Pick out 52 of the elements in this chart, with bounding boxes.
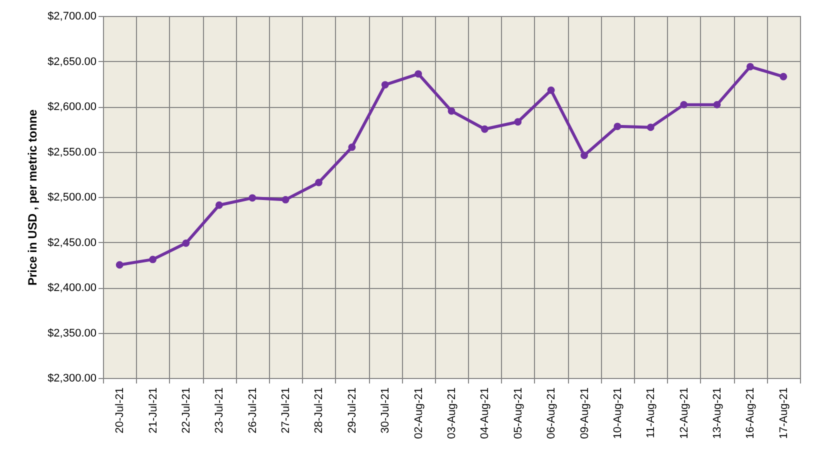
x-tick-label: 26-Jul-21 — [246, 388, 259, 434]
x-tick-label: 27-Jul-21 — [280, 388, 292, 434]
x-tick-label: 04-Aug-21 — [479, 388, 492, 439]
x-tick-label: 10-Aug-21 — [612, 388, 624, 439]
x-tick-label: 16-Aug-21 — [744, 388, 757, 439]
point — [614, 122, 622, 130]
point — [215, 201, 223, 209]
point — [780, 72, 788, 80]
x-tick-label: 30-Jul-21 — [380, 388, 392, 434]
x-tick-label: 12-Aug-21 — [678, 388, 690, 439]
x-tick-label: 20-Jul-21 — [114, 388, 126, 434]
y-tick-label: $2,300.00 — [48, 372, 96, 384]
y-tick-label: $2,650.00 — [48, 56, 96, 68]
y-tick-label: $2,600.00 — [48, 101, 96, 113]
x-tick-label: 28-Jul-21 — [313, 388, 326, 434]
point — [182, 239, 190, 247]
point — [149, 256, 156, 264]
x-tick-label: 22-Jul-21 — [180, 388, 192, 434]
x-tick-label: 21-Jul-21 — [147, 388, 160, 434]
point — [480, 125, 488, 133]
y-tick-label: $2,700.00 — [48, 10, 96, 22]
x-tick-label: 02-Aug-21 — [412, 388, 425, 439]
point — [547, 86, 555, 94]
point — [248, 194, 256, 202]
point — [448, 107, 456, 115]
point — [646, 124, 654, 132]
x-tick-label: 29-Jul-21 — [346, 388, 358, 434]
x-tick-label: 03-Aug-21 — [446, 388, 458, 439]
point — [580, 152, 588, 160]
point — [713, 100, 721, 108]
point — [348, 144, 356, 151]
y-tick-label: $2,350.00 — [48, 327, 96, 340]
point — [315, 178, 322, 186]
y-tick-label: $2,500.00 — [48, 192, 96, 204]
x-tick-label: 06-Aug-21 — [546, 388, 558, 439]
y-tick-label: $2,450.00 — [48, 236, 96, 249]
x-tick-label: 05-Aug-21 — [512, 388, 524, 439]
point — [282, 196, 290, 204]
x-tick-label: 13-Aug-21 — [712, 388, 724, 439]
y-tick-label: $2,550.00 — [48, 146, 96, 158]
point — [680, 100, 688, 108]
x-tick-label: 09-Aug-21 — [578, 388, 591, 439]
y-tick-label: $2,400.00 — [48, 282, 96, 294]
point — [414, 70, 422, 78]
x-tick-label: 11-Aug-21 — [645, 388, 658, 438]
point — [746, 62, 754, 70]
x-tick-label: 17-Aug-21 — [778, 388, 790, 439]
point — [116, 261, 124, 269]
x-tick-label: 23-Jul-21 — [214, 388, 226, 434]
point — [514, 118, 522, 126]
y-axis-title: Price in USD , per metric tonne — [26, 109, 40, 286]
point — [381, 81, 389, 88]
